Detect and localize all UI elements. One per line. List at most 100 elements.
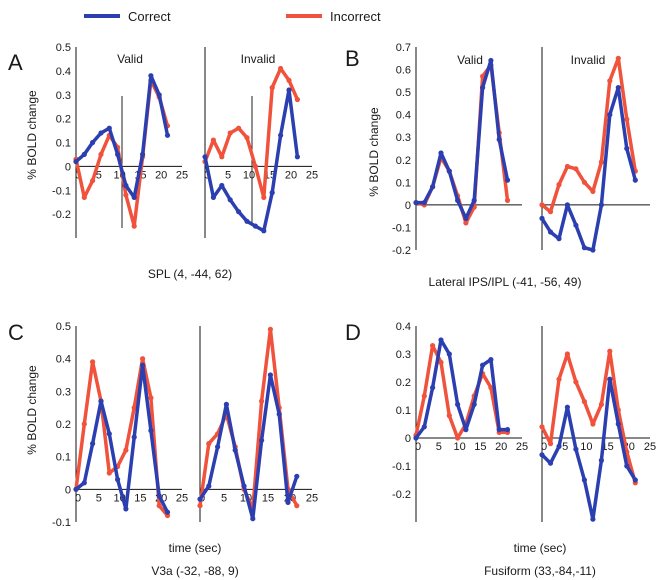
x-tick-label: 15 xyxy=(262,492,274,504)
data-point-correct xyxy=(164,509,171,515)
data-point-incorrect xyxy=(488,385,494,391)
y-tick-label: 0.4 xyxy=(56,66,71,78)
data-point-correct xyxy=(244,218,250,224)
data-point-correct xyxy=(632,177,638,183)
x-tick-label: 5 xyxy=(96,492,102,504)
panel-b: B % BOLD change Lateral IPS/IPL (-41, -5… xyxy=(345,42,650,289)
data-point-correct xyxy=(471,401,477,407)
panel-letter-c: C xyxy=(8,320,24,345)
series-line-incorrect xyxy=(74,356,170,518)
data-point-incorrect xyxy=(156,503,162,509)
data-point-correct xyxy=(210,194,216,200)
y-tick-label: 0 xyxy=(405,433,411,445)
panel-d-caption: Fusiform (33,-84,-11) xyxy=(484,564,596,578)
x-tick-label: 10 xyxy=(243,169,255,181)
data-point-correct xyxy=(140,362,146,368)
data-point-correct xyxy=(106,125,112,131)
data-point-incorrect xyxy=(463,220,469,226)
data-point-correct xyxy=(267,372,273,378)
data-point-incorrect xyxy=(504,197,511,203)
data-point-correct xyxy=(81,480,87,486)
data-point-incorrect xyxy=(123,192,129,198)
data-point-incorrect xyxy=(598,401,605,407)
x-tick-label: 25 xyxy=(644,441,656,453)
data-point-correct xyxy=(131,194,137,200)
data-point-correct xyxy=(261,228,267,234)
data-point-incorrect xyxy=(267,326,273,332)
x-tick-label: 25 xyxy=(176,169,188,181)
y-tick-label: 0.2 xyxy=(396,377,411,389)
y-tick-label: 0.1 xyxy=(56,452,71,464)
data-point-correct xyxy=(624,463,630,469)
data-point-correct xyxy=(556,236,562,242)
data-point-incorrect xyxy=(421,393,427,399)
data-point-correct xyxy=(463,427,469,433)
data-point-correct xyxy=(421,200,427,206)
data-point-correct xyxy=(504,427,511,433)
data-point-correct xyxy=(615,421,621,427)
data-point-incorrect xyxy=(219,154,225,160)
y-tick-label: 0.3 xyxy=(396,349,411,361)
legend: Correct Incorrect xyxy=(84,9,381,24)
x-tick-label: 25 xyxy=(516,441,528,453)
data-point-incorrect xyxy=(106,470,112,476)
data-point-correct xyxy=(285,499,291,505)
data-point-incorrect xyxy=(455,435,461,441)
x-tick-label: 5 xyxy=(225,169,231,181)
data-point-correct xyxy=(223,401,229,407)
data-point-correct xyxy=(556,443,562,449)
data-point-correct xyxy=(446,351,452,357)
series-line-correct xyxy=(540,377,638,521)
panel-b-caption: Lateral IPS/IPL (-41, -56, 49) xyxy=(429,275,582,289)
data-point-correct xyxy=(232,447,238,453)
y-tick-label: -0.1 xyxy=(52,517,71,529)
data-point-incorrect xyxy=(90,359,96,365)
data-point-correct xyxy=(294,473,300,479)
data-point-correct xyxy=(236,209,242,215)
data-point-correct xyxy=(206,483,212,489)
data-point-correct xyxy=(581,245,588,251)
data-point-correct xyxy=(250,516,256,522)
panel-b-invalid-title: Invalid xyxy=(571,53,606,67)
data-point-correct xyxy=(590,247,596,253)
y-tick-label: 0.1 xyxy=(396,177,411,189)
data-point-correct xyxy=(140,151,146,157)
data-point-incorrect xyxy=(90,178,96,184)
panel-b-valid-plot: -0.2 -0.1 0 0.1 0.2 0.3 0.4 0.5 0.6 0.7 xyxy=(392,42,522,257)
data-point-correct xyxy=(455,197,461,203)
panel-d: D time (sec) Fusiform (33,-84,-11) -0.2-… xyxy=(345,320,656,578)
data-point-correct xyxy=(488,57,494,64)
y-tick-label: 0 xyxy=(65,484,71,496)
data-point-correct xyxy=(98,398,104,404)
legend-label-correct: Correct xyxy=(128,9,171,24)
panel-d-right-plot: 0 5 10 15 20 25 xyxy=(539,326,656,522)
y-tick-label: 0.4 xyxy=(396,321,411,333)
data-point-correct xyxy=(590,516,596,522)
data-point-correct xyxy=(547,229,554,235)
panel-a-ylabel: % BOLD change xyxy=(25,90,39,180)
panel-a-caption: SPL (4, -44, 62) xyxy=(148,267,232,281)
y-tick-label: 0.1 xyxy=(396,405,411,417)
series-line-incorrect xyxy=(198,327,299,511)
data-point-correct xyxy=(438,337,444,343)
data-point-correct xyxy=(115,476,121,483)
data-point-correct xyxy=(632,477,638,483)
data-point-incorrect xyxy=(259,398,265,404)
x-tick-label: 20 xyxy=(155,169,167,181)
data-point-incorrect xyxy=(261,194,267,200)
y-tick-label: 0.5 xyxy=(56,42,71,54)
data-point-correct xyxy=(252,223,258,229)
data-point-correct xyxy=(446,168,452,174)
data-point-correct xyxy=(430,184,436,190)
data-point-correct xyxy=(197,496,203,502)
data-point-correct xyxy=(90,441,96,447)
y-tick-label: 0.1 xyxy=(56,138,71,150)
series-line-incorrect xyxy=(540,56,638,214)
panel-letter-d: D xyxy=(345,320,361,345)
data-point-correct xyxy=(480,362,486,368)
y-tick-label: 0.4 xyxy=(56,354,71,366)
data-point-correct xyxy=(413,200,419,206)
data-point-correct xyxy=(564,404,571,410)
data-point-incorrect xyxy=(615,55,621,61)
x-tick-label: 0 xyxy=(541,441,547,453)
